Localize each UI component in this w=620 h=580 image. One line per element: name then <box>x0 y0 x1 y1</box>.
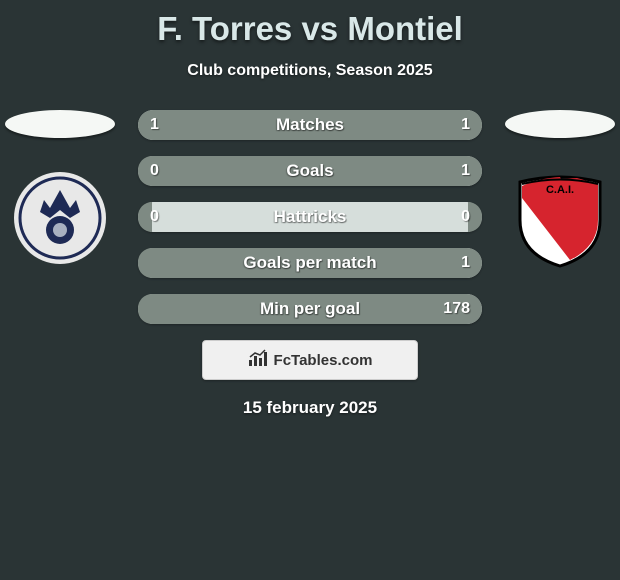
stat-bar: Hattricks0 0 <box>138 202 482 232</box>
stat-value-right: 178 <box>443 294 470 324</box>
stat-bar: Min per goal178 <box>138 294 482 324</box>
stat-label: Goals <box>138 156 482 186</box>
svg-text:C.A.I.: C.A.I. <box>546 184 574 196</box>
stat-label: Matches <box>138 110 482 140</box>
player-left-photo-placeholder <box>5 110 115 138</box>
stat-label: Hattricks <box>138 202 482 232</box>
stat-bar: Goals per match1 <box>138 248 482 278</box>
brand-box: FcTables.com <box>202 340 418 380</box>
player-right-column: C.A.I. <box>500 110 620 268</box>
page-subtitle: Club competitions, Season 2025 <box>0 62 620 80</box>
date-text: 15 february 2025 <box>0 398 620 418</box>
player-left-column <box>0 110 120 268</box>
club-badge-left <box>10 168 110 268</box>
stat-bar: Goals0 1 <box>138 156 482 186</box>
stat-value-right: 1 <box>461 110 470 140</box>
stat-label: Min per goal <box>138 294 482 324</box>
brand-chart-icon <box>248 349 270 372</box>
stat-value-left: 0 <box>150 156 159 186</box>
player-right-photo-placeholder <box>505 110 615 138</box>
page-title: F. Torres vs Montiel <box>0 0 620 48</box>
comparison-content: C.A.I. Matches11Goals01Hattricks00Goals … <box>0 110 620 418</box>
stat-value-left: 1 <box>150 110 159 140</box>
brand-text: FcTables.com <box>274 352 373 369</box>
stat-label: Goals per match <box>138 248 482 278</box>
club-badge-right: C.A.I. <box>510 168 610 268</box>
stat-bars: Matches11Goals01Hattricks00Goals per mat… <box>138 110 482 324</box>
stat-value-left: 0 <box>150 202 159 232</box>
stat-value-right: 1 <box>461 248 470 278</box>
stat-value-right: 0 <box>461 202 470 232</box>
stat-value-right: 1 <box>461 156 470 186</box>
stat-bar: Matches1 1 <box>138 110 482 140</box>
